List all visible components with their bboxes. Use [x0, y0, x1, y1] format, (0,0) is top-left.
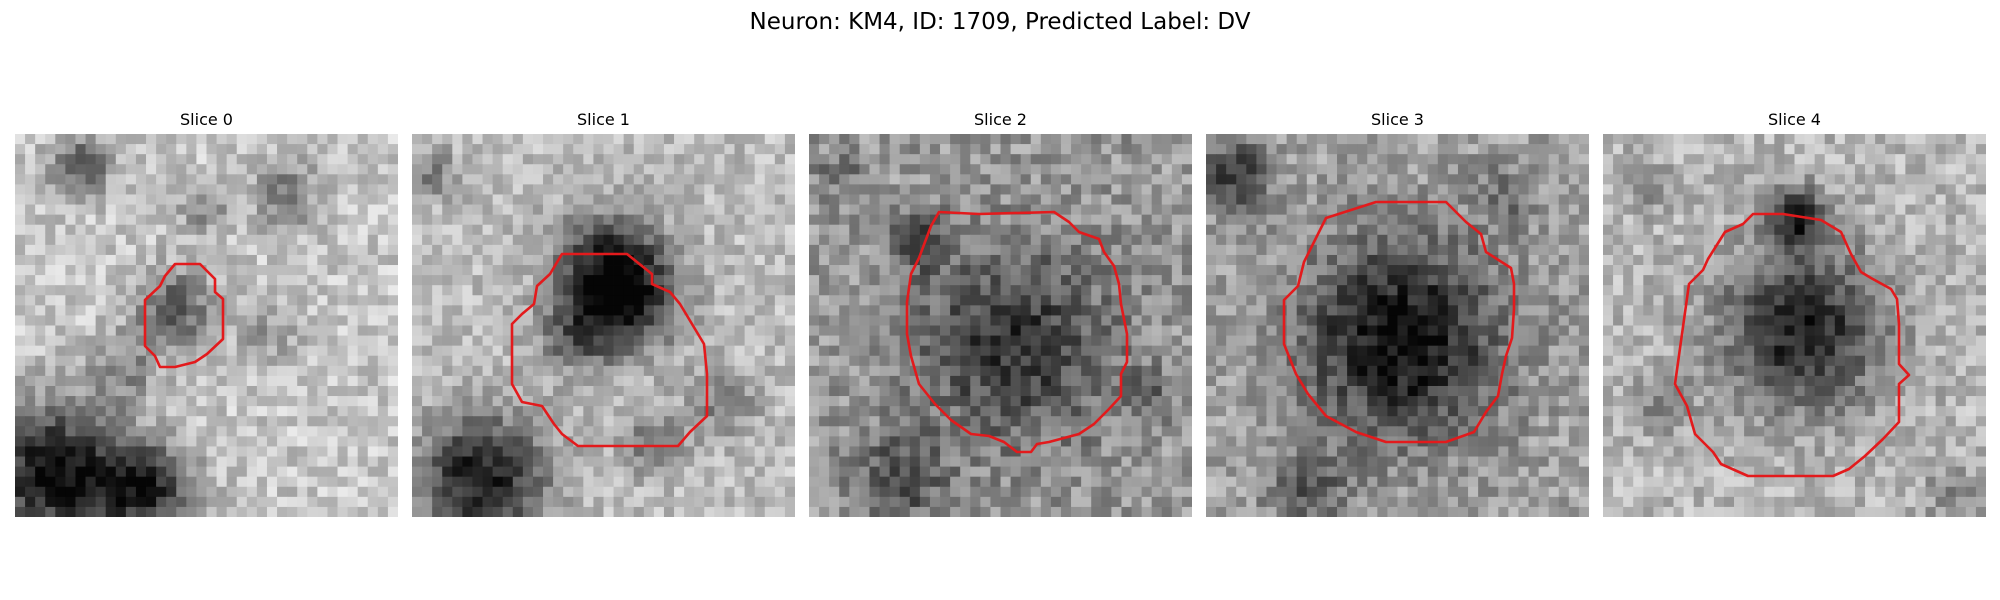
slice-image-1 [412, 134, 795, 517]
slice-title: Slice 0 [180, 110, 233, 129]
slice-image-4 [1603, 134, 1986, 517]
slice-image-2 [809, 134, 1192, 517]
slice-title: Slice 1 [577, 110, 630, 129]
slice-panel-4: Slice 4 [1603, 108, 1986, 517]
slice-panel-1: Slice 1 [412, 108, 795, 517]
figure-title: Neuron: KM4, ID: 1709, Predicted Label: … [749, 9, 1251, 35]
slice-title: Slice 2 [974, 110, 1027, 129]
slice-image-0 [15, 134, 398, 517]
slice-title: Slice 3 [1371, 110, 1424, 129]
slice-image-3 [1206, 134, 1589, 517]
neuron-contour [1282, 200, 1516, 444]
neuron-contour [143, 262, 225, 369]
neuron-contour [905, 210, 1129, 454]
slice-panel-2: Slice 2 [809, 108, 1192, 517]
neuron-contour [510, 252, 709, 448]
neuron-contour [1673, 212, 1911, 478]
slice-panel-3: Slice 3 [1206, 108, 1589, 517]
slice-title: Slice 4 [1768, 110, 1821, 129]
slice-panel-0: Slice 0 [15, 108, 398, 517]
